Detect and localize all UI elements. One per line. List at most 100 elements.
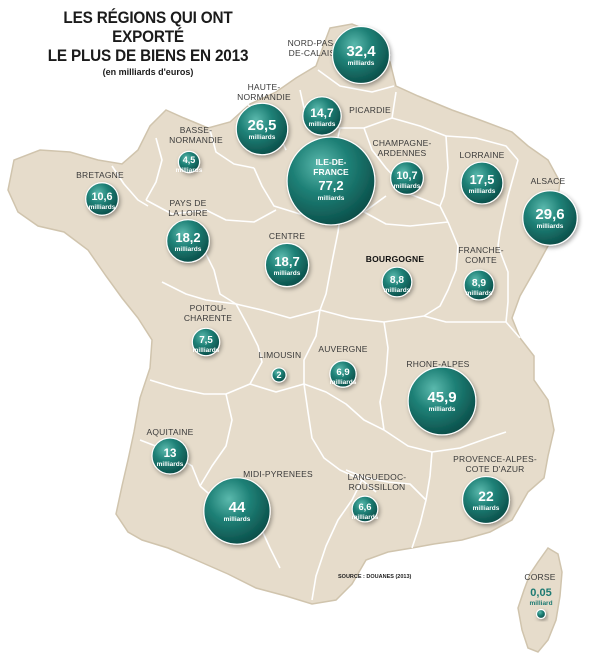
bubble-circle-provence-alpes-cote-dazur bbox=[461, 475, 511, 525]
bubble-basse-normandie: 4,5 milliards bbox=[176, 150, 203, 174]
region-label-champagne-ardennes: ARDENNES bbox=[378, 148, 427, 158]
bubble-value-lorraine: 17,5 bbox=[470, 172, 495, 187]
bubble-circle-rhone-alpes bbox=[407, 366, 477, 436]
region-label-rhone-alpes: RHONE-ALPES bbox=[406, 359, 469, 369]
bubble-unit-auvergne: milliards bbox=[330, 379, 357, 386]
map-title: LES RÉGIONS QUI ONT EXPORTÉ LE PLUS DE B… bbox=[28, 8, 268, 77]
region-label-languedoc-roussillon: LANGUEDOC- bbox=[348, 472, 407, 482]
bubble-circle-bourgogne bbox=[381, 266, 413, 298]
region-label-lorraine: LORRAINE bbox=[459, 150, 504, 160]
region-label-franche-comte: COMTE bbox=[465, 255, 497, 265]
bubble-unit-rhone-alpes: milliards bbox=[429, 406, 456, 413]
export-bubbles: 32,4milliards26,5milliards14,7milliards4… bbox=[85, 25, 578, 620]
bubble-circle-limousin bbox=[271, 367, 287, 383]
region-labels: NORD-PAS-DE-CALAIS HAUTE-NORMANDIE PICARDI… bbox=[76, 38, 565, 582]
bubble-circle-corse bbox=[535, 608, 547, 620]
bubble-circle-languedoc-roussillon bbox=[351, 495, 379, 523]
bubble-value-provence-alpes-cote-dazur: 22 bbox=[478, 488, 494, 504]
region-label-languedoc-roussillon: ROUSSILLON bbox=[349, 482, 406, 492]
title-line-1: LES RÉGIONS QUI ONT EXPORTÉ bbox=[63, 8, 233, 46]
bubble-circle-centre bbox=[264, 242, 310, 288]
bubble-languedoc-roussillon: 6,6 milliards bbox=[351, 495, 379, 523]
region-label-bretagne: BRETAGNE bbox=[76, 170, 124, 180]
bubble-value-haute-normandie: 26,5 bbox=[248, 118, 277, 134]
bubble-circle-bretagne bbox=[85, 182, 119, 216]
bubble-unit-corse: milliard bbox=[529, 600, 552, 607]
region-label-corse: CORSE bbox=[524, 572, 555, 582]
region-label-franche-comte: FRANCHE- bbox=[458, 245, 504, 255]
region-label-bourgogne: BOURGOGNE bbox=[366, 254, 425, 264]
region-label-limousin: LIMOUSIN bbox=[259, 350, 302, 360]
bubble-value-corse: 0,05 bbox=[530, 587, 551, 599]
bubble-value-ile-de-france: 77,2 bbox=[318, 178, 343, 193]
bubble-circle-haute-normandie bbox=[235, 102, 289, 156]
bubble-value-midi-pyrenees: 44 bbox=[229, 499, 246, 516]
region-label-haute-normandie: NORMANDIE bbox=[237, 92, 291, 102]
bubble-value-bourgogne: 8,8 bbox=[390, 275, 405, 286]
bubble-unit-languedoc-roussillon: milliards bbox=[352, 514, 379, 521]
region-label-pays-de-la-loire: PAYS DE bbox=[170, 198, 207, 208]
bubble-unit-lorraine: milliards bbox=[469, 188, 496, 195]
bubble-value-picardie: 14,7 bbox=[310, 106, 334, 120]
region-label-pays-de-la-loire: LA LOIRE bbox=[168, 208, 208, 218]
source-note: SOURCE : DOUANES (2013) bbox=[338, 574, 412, 580]
bubble-circle-poitou-charente bbox=[191, 327, 221, 357]
bubble-value-franche-comte: 8,9 bbox=[472, 278, 487, 289]
region-label-picardie: PICARDIE bbox=[349, 105, 391, 115]
corse-island bbox=[517, 547, 563, 653]
bubble-unit-bourgogne: milliards bbox=[384, 287, 411, 294]
bubble-value-aquitaine: 13 bbox=[164, 448, 177, 460]
bubble-unit-basse-normandie: milliards bbox=[176, 167, 203, 174]
region-label-ile-de-france: FRANCE bbox=[313, 167, 349, 177]
bubble-value-limousin: 2 bbox=[276, 370, 281, 380]
bubble-circle-champagne-ardennes bbox=[390, 161, 424, 195]
bubble-unit-centre: milliards bbox=[274, 270, 301, 277]
bubble-unit-provence-alpes-cote-dazur: milliards bbox=[473, 505, 500, 512]
bubble-unit-pays-de-la-loire: milliards bbox=[175, 246, 202, 253]
region-label-auvergne: AUVERGNE bbox=[318, 344, 367, 354]
region-label-poitou-charente: POITOU- bbox=[190, 303, 227, 313]
bubble-limousin: 2 bbox=[271, 367, 287, 383]
bubble-unit-aquitaine: milliards bbox=[157, 461, 184, 468]
bubble-unit-nord-pas-de-calais: milliards bbox=[348, 60, 375, 67]
bubble-value-centre: 18,7 bbox=[274, 254, 299, 269]
bubble-value-languedoc-roussillon: 6,6 bbox=[358, 501, 371, 512]
bubble-value-auvergne: 6,9 bbox=[336, 367, 349, 378]
region-label-nord-pas-de-calais: NORD-PAS- bbox=[288, 38, 337, 48]
bubble-value-alsace: 29,6 bbox=[535, 206, 564, 223]
bubble-value-pays-de-la-loire: 18,2 bbox=[175, 230, 200, 245]
map-subtitle: (en milliards d'euros) bbox=[102, 67, 194, 77]
bubble-value-nord-pas-de-calais: 32,4 bbox=[346, 43, 376, 60]
bubble-unit-ile-de-france: milliards bbox=[318, 195, 345, 202]
bubble-circle-auvergne bbox=[329, 360, 357, 388]
bubble-circle-ile-de-france bbox=[286, 136, 376, 226]
region-label-nord-pas-de-calais: DE-CALAIS bbox=[289, 48, 336, 58]
region-label-provence-alpes-cote-dazur: COTE D'AZUR bbox=[465, 464, 524, 474]
bubble-unit-haute-normandie: milliards bbox=[249, 134, 276, 141]
bubble-circle-franche-comte bbox=[463, 269, 495, 301]
region-borders bbox=[111, 69, 521, 601]
bubble-circle-midi-pyrenees bbox=[203, 477, 271, 545]
bubble-unit-poitou-charente: milliards bbox=[193, 347, 220, 354]
region-label-aquitaine: AQUITAINE bbox=[147, 427, 194, 437]
bubble-value-poitou-charente: 7,5 bbox=[199, 335, 213, 346]
bubble-circle-pays-de-la-loire bbox=[166, 219, 210, 263]
region-label-basse-normandie: BASSE- bbox=[180, 125, 212, 135]
region-label-haute-normandie: HAUTE- bbox=[248, 82, 281, 92]
